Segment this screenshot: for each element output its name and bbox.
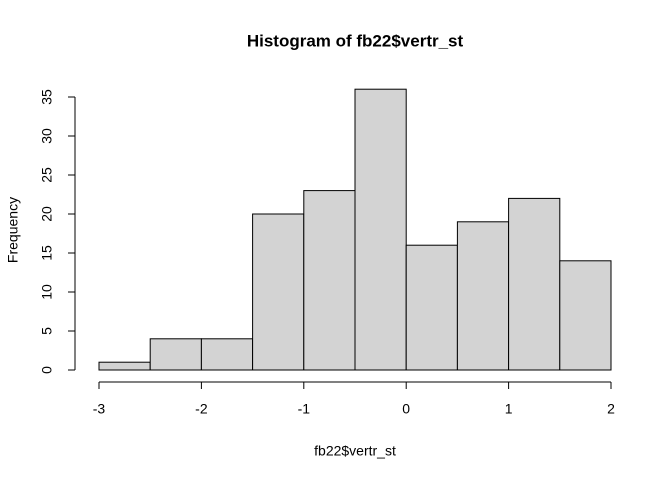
bar [456, 221, 510, 371]
bar [149, 338, 202, 371]
x-axis-label: fb22$vertr_st [314, 443, 396, 459]
x-tick-label: 0 [402, 401, 410, 417]
bar [200, 338, 254, 371]
y-tick-label: 25 [39, 167, 55, 183]
y-tick-label: 35 [39, 89, 55, 105]
y-tick-label: 5 [39, 327, 55, 335]
x-tick-label: -1 [298, 401, 311, 417]
y-tick-label: 30 [39, 128, 55, 144]
bar [303, 190, 356, 371]
y-axis-label: Frequency [5, 197, 21, 263]
x-tick-label: 1 [505, 401, 513, 417]
y-tick-label: 15 [39, 245, 55, 261]
bar [405, 244, 458, 371]
bar [98, 361, 151, 371]
x-tick-label: -2 [195, 401, 208, 417]
x-tick-label: -3 [93, 401, 106, 417]
bar [508, 197, 561, 371]
bar [252, 213, 305, 371]
bar [559, 260, 612, 371]
y-tick-label: 10 [39, 284, 55, 300]
chart-title: Histogram of fb22$vertr_st [247, 31, 464, 50]
x-tick-label: 2 [607, 401, 615, 417]
bar [354, 88, 407, 371]
y-tick-label: 20 [39, 206, 55, 222]
y-tick-label: 0 [39, 366, 55, 374]
